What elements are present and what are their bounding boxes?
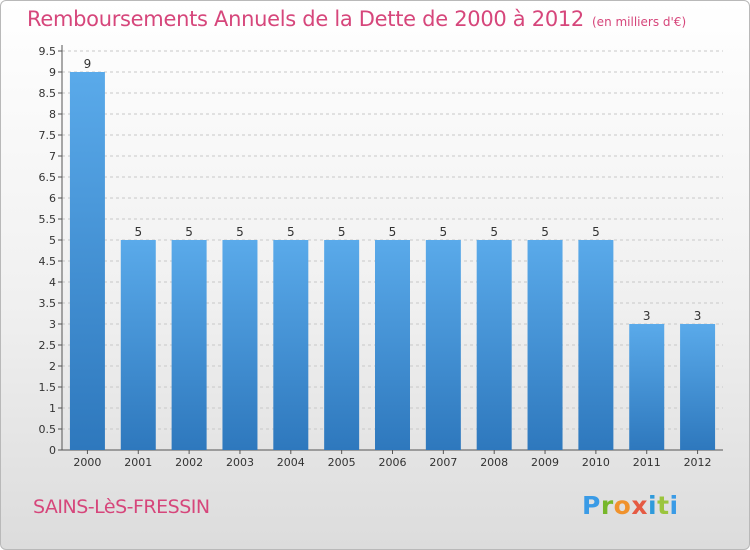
data-label: 3 <box>694 309 702 323</box>
y-tick-label: 4.5 <box>39 255 57 268</box>
y-tick-label: 1.5 <box>39 381 57 394</box>
y-tick-label: 5 <box>49 234 56 247</box>
y-tick-label: 4 <box>49 276 56 289</box>
logo-letter: o <box>613 491 632 520</box>
bar <box>171 240 207 450</box>
bar <box>324 240 360 450</box>
logo-letter: P <box>582 491 601 520</box>
x-tick-label: 2003 <box>226 456 254 469</box>
location-label: SAINS-LèS-FRESSIN <box>33 496 210 518</box>
logo-letter: i <box>669 491 679 520</box>
proxiti-logo: Proxiti <box>582 491 679 520</box>
data-label: 5 <box>389 225 397 239</box>
y-tick-label: 2 <box>49 360 56 373</box>
x-tick-label: 2006 <box>379 456 407 469</box>
x-tick-label: 2000 <box>73 456 101 469</box>
x-tick-label: 2007 <box>429 456 457 469</box>
logo-letter: r <box>600 491 614 520</box>
logo-letter: i <box>648 491 658 520</box>
chart-unit: (en milliers d'€) <box>592 15 687 29</box>
bar <box>120 240 156 450</box>
data-label: 9 <box>84 57 92 71</box>
data-label: 5 <box>338 225 346 239</box>
bar <box>375 240 410 450</box>
x-tick-label: 2009 <box>531 456 559 469</box>
data-label: 3 <box>643 309 651 323</box>
x-tick-label: 2010 <box>582 456 610 469</box>
bar <box>273 240 309 450</box>
y-tick-label: 7.5 <box>39 129 57 142</box>
bar <box>222 240 258 450</box>
x-tick-label: 2002 <box>175 456 203 469</box>
x-tick-label: 2008 <box>480 456 508 469</box>
data-label: 5 <box>185 225 193 239</box>
y-tick-label: 1 <box>49 402 56 415</box>
data-label: 5 <box>440 225 448 239</box>
bar <box>527 240 563 450</box>
y-tick-label: 6.5 <box>39 171 57 184</box>
data-label: 5 <box>490 225 498 239</box>
data-label: 5 <box>134 225 142 239</box>
logo-letter: x <box>631 491 648 520</box>
y-tick-label: 8 <box>49 108 56 121</box>
y-tick-label: 9.5 <box>39 45 57 58</box>
bar <box>425 240 461 450</box>
y-tick-label: 8.5 <box>39 87 57 100</box>
x-tick-label: 2012 <box>684 456 712 469</box>
chart-title-text: Remboursements Annuels de la Dette de 20… <box>27 7 584 31</box>
logo-letter: t <box>657 491 670 520</box>
x-tick-label: 2011 <box>633 456 661 469</box>
chart-title: Remboursements Annuels de la Dette de 20… <box>27 7 686 31</box>
x-tick-label: 2004 <box>277 456 305 469</box>
data-label: 5 <box>592 225 600 239</box>
y-tick-label: 7 <box>49 150 56 163</box>
y-tick-label: 6 <box>49 192 56 205</box>
data-label: 5 <box>236 225 244 239</box>
bar <box>629 324 665 450</box>
y-tick-label: 9 <box>49 66 56 79</box>
x-tick-label: 2001 <box>124 456 152 469</box>
bar <box>476 240 512 450</box>
bar <box>680 324 716 450</box>
data-label: 5 <box>287 225 295 239</box>
y-tick-label: 3.5 <box>39 297 57 310</box>
y-tick-label: 2.5 <box>39 339 57 352</box>
bar <box>69 72 105 450</box>
y-tick-label: 0 <box>49 444 56 457</box>
y-tick-label: 5.5 <box>39 213 57 226</box>
bar <box>578 240 614 450</box>
y-tick-label: 3 <box>49 318 56 331</box>
x-tick-label: 2005 <box>328 456 356 469</box>
y-tick-label: 0.5 <box>39 423 57 436</box>
data-label: 5 <box>541 225 549 239</box>
